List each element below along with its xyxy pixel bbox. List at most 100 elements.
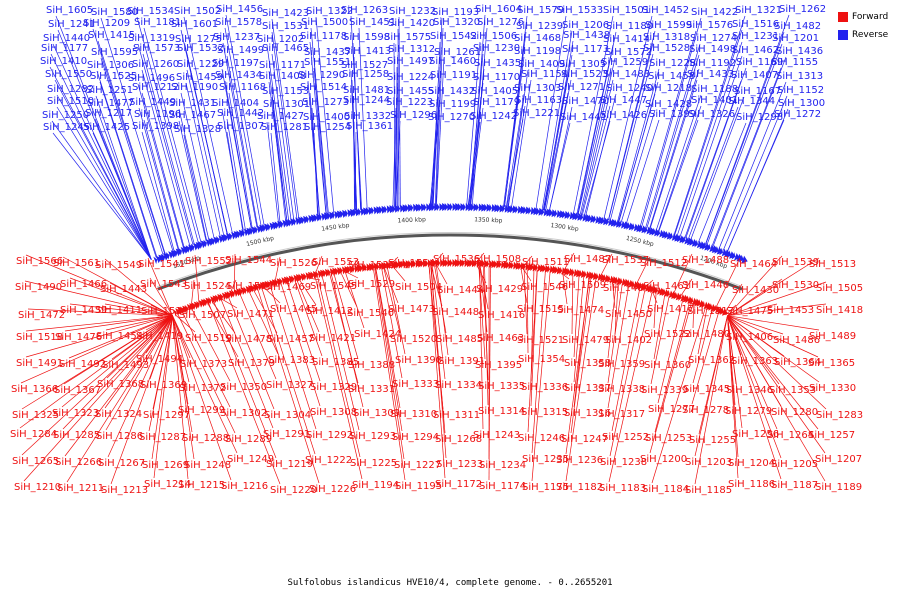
reverse-gene-glyph xyxy=(450,203,453,211)
reverse-gene-glyph xyxy=(360,207,366,216)
forward-gene-glyph xyxy=(269,279,275,288)
gene-label: SiH_1518 xyxy=(16,332,63,343)
gene-label: SiH_1181 xyxy=(134,17,181,28)
gene-label: SiH_1368 xyxy=(97,379,144,390)
gene-leader-line xyxy=(138,107,179,250)
forward-gene-glyph xyxy=(666,289,670,298)
gene-label: SiH_1522 xyxy=(644,329,691,340)
gene-label: SiH_1214 xyxy=(144,479,191,490)
gene-leader-line xyxy=(727,315,827,410)
gene-leader-line xyxy=(313,132,318,216)
gene-leader-line xyxy=(64,315,173,457)
forward-gene-glyph xyxy=(354,264,359,273)
gene-label: SiH_1445 xyxy=(270,304,317,315)
gene-label: SiH_1204 xyxy=(728,458,775,469)
gene-leader-line xyxy=(92,28,166,255)
reverse-gene-glyph xyxy=(236,230,241,239)
gene-label: SiH_1178 xyxy=(300,31,347,42)
gene-leader-line xyxy=(100,57,164,256)
gene-label: SiH_1402 xyxy=(605,335,652,346)
gene-leader-line xyxy=(141,131,175,252)
gene-leader-line xyxy=(570,277,592,434)
gene-label: SiH_1171 xyxy=(259,60,306,71)
gene-label: SiH_1526 xyxy=(270,258,317,269)
gene-leader-line xyxy=(345,271,359,279)
gene-leader-line xyxy=(177,308,190,315)
gene-label: SiH_1514 xyxy=(300,82,347,93)
gene-label: SiH_1248 xyxy=(184,460,231,471)
gene-leader-line xyxy=(697,308,708,355)
gene-label: SiH_1531 xyxy=(262,21,309,32)
gene-leader-line xyxy=(375,268,403,432)
reverse-gene-glyph xyxy=(256,225,262,234)
gene-leader-line xyxy=(313,255,323,277)
gene-label: SiH_1258 xyxy=(342,69,389,80)
reverse-gene-glyph xyxy=(644,225,648,234)
gene-label: SiH_1310 xyxy=(390,409,437,420)
gene-label: SiH_1439 xyxy=(60,305,107,316)
gene-leader-line xyxy=(314,276,363,480)
forward-gene-glyph xyxy=(508,261,514,270)
gene-label: SiH_1212 xyxy=(132,82,179,93)
gene-leader-line xyxy=(655,94,702,231)
reverse-gene-glyph xyxy=(405,204,409,213)
forward-gene-glyph xyxy=(484,259,490,268)
gene-label: SiH_1175 xyxy=(522,482,569,493)
forward-gene-glyph xyxy=(279,277,283,286)
reverse-gene-glyph xyxy=(517,205,523,214)
gene-label: SiH_1553 xyxy=(312,257,359,268)
gene-leader-line xyxy=(530,269,535,382)
gene-label: SiH_1193 xyxy=(432,7,479,18)
reverse-gene-glyph xyxy=(726,250,732,258)
gene-label: SiH_1575 xyxy=(384,32,431,43)
reverse-gene-glyph xyxy=(344,209,348,218)
gene-leader-line xyxy=(727,315,743,429)
gene-leader-line xyxy=(374,268,405,460)
gene-leader-line xyxy=(68,315,173,359)
gene-label: SiH_1207 xyxy=(815,454,862,465)
gene-label: SiH_1433 xyxy=(687,69,734,80)
reverse-gene-glyph xyxy=(439,203,444,212)
gene-label: SiH_1424 xyxy=(354,329,401,340)
reverse-gene-glyph xyxy=(738,254,744,263)
gene-leader-line xyxy=(727,315,778,430)
gene-label: SiH_1545 xyxy=(310,281,357,292)
gene-label: SiH_1409 xyxy=(518,59,565,70)
gene-label: SiH_1263 xyxy=(341,5,388,16)
forward-gene-glyph xyxy=(532,263,539,272)
forward-gene-glyph xyxy=(295,274,303,282)
gene-label: SiH_1527 xyxy=(341,60,388,71)
forward-gene-glyph xyxy=(522,262,526,271)
reverse-gene-glyph xyxy=(407,204,414,213)
gene-label: SiH_1189 xyxy=(815,482,862,493)
gene-label: SiH_1227 xyxy=(394,460,441,471)
forward-gene-glyph xyxy=(342,266,347,275)
gene-label: SiH_1172 xyxy=(435,479,482,490)
gene-label: SiH_1302 xyxy=(220,408,267,419)
gene-leader-line xyxy=(257,288,320,484)
gene-leader-line xyxy=(576,44,614,215)
gene-label: SiH_1418 xyxy=(816,305,863,316)
forward-gene-glyph xyxy=(452,259,457,268)
reverse-gene-glyph xyxy=(329,211,336,220)
gene-label: SiH_1525 xyxy=(90,71,137,82)
forward-gene-glyph xyxy=(327,268,331,277)
gene-leader-line xyxy=(177,313,236,434)
gene-leader-line xyxy=(650,296,670,385)
reverse-gene-glyph xyxy=(160,253,166,262)
gene-label: SiH_1515 xyxy=(517,304,564,315)
reverse-gene-glyph xyxy=(496,204,501,213)
reverse-gene-glyph xyxy=(515,205,519,214)
gene-label: SiH_1605 xyxy=(46,5,93,16)
reverse-gene-glyph xyxy=(426,203,431,212)
gene-label: SiH_1540 xyxy=(347,308,394,319)
gene-label: SiH_1194 xyxy=(352,480,399,491)
reverse-gene-glyph xyxy=(706,243,711,252)
gene-leader-line xyxy=(562,273,568,305)
gene-label: SiH_1491 xyxy=(16,358,63,369)
gene-label: SiH_1400 xyxy=(303,112,350,123)
reverse-gene-glyph xyxy=(631,223,635,231)
gene-leader-line xyxy=(100,17,174,252)
gene-label: SiH_1502 xyxy=(174,6,221,17)
forward-gene-glyph xyxy=(257,282,263,291)
